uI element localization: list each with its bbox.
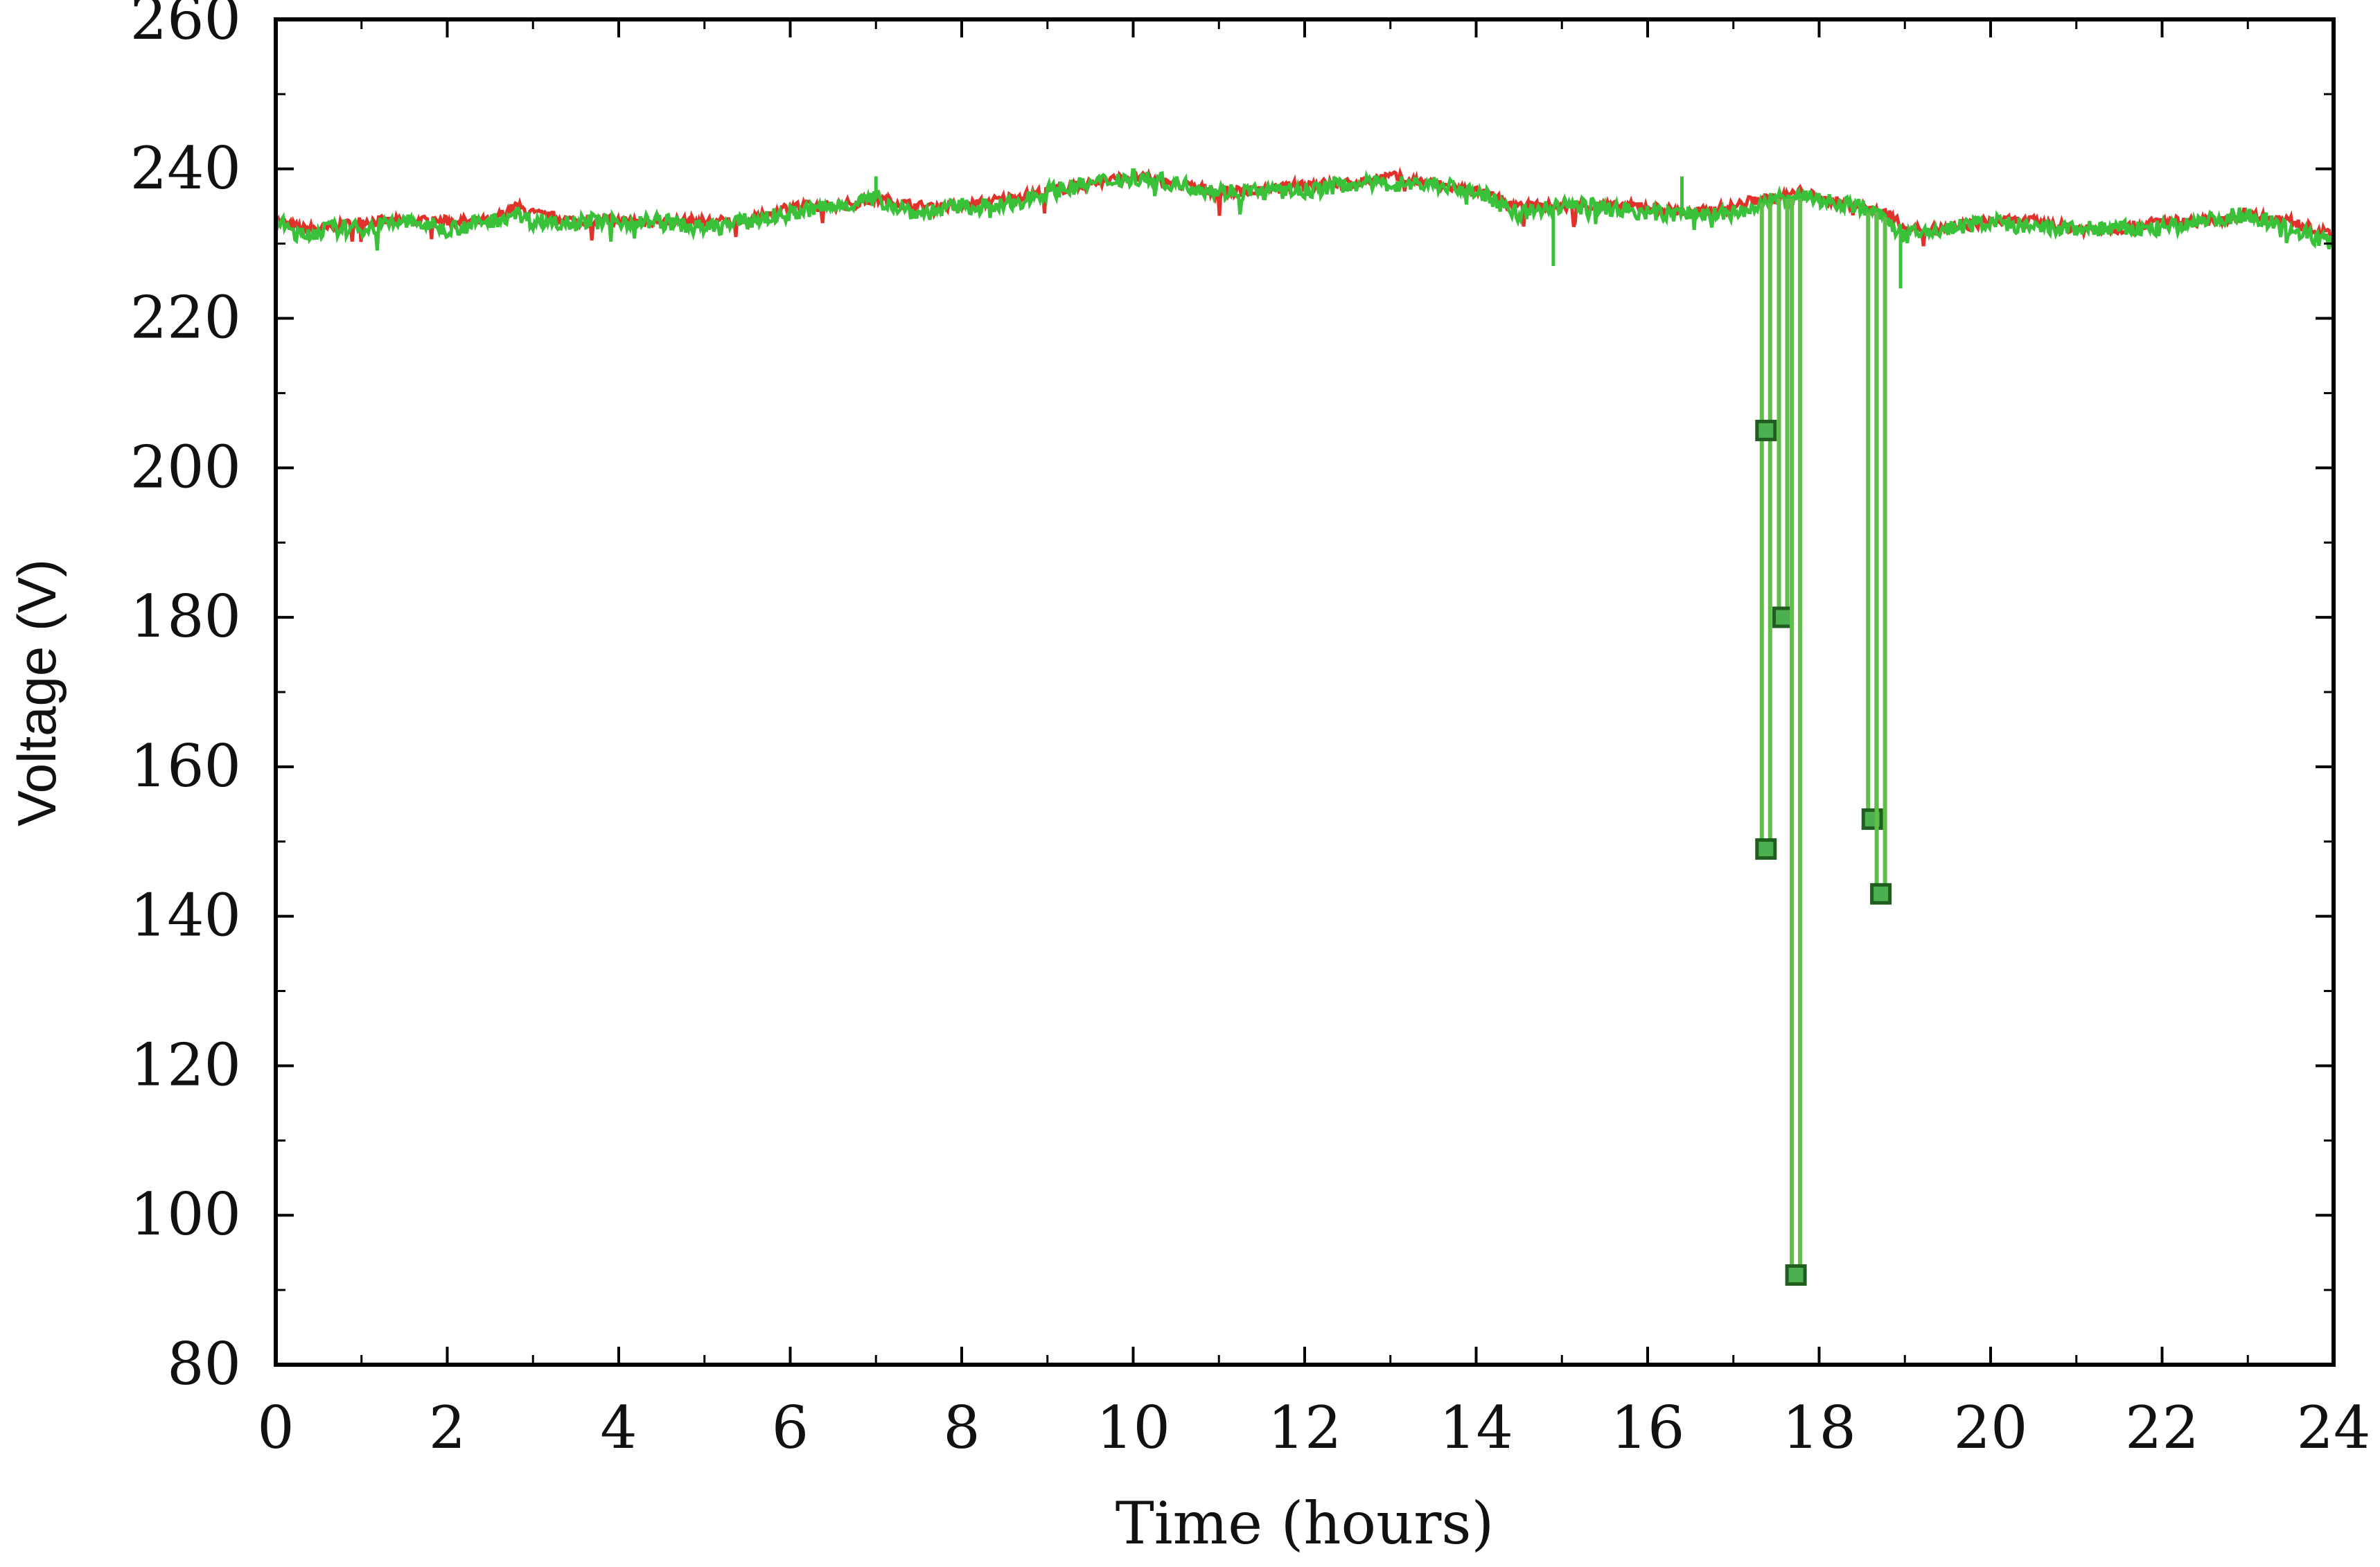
- y-tick-label: 140: [130, 882, 241, 950]
- y-tick-label: 120: [130, 1031, 241, 1099]
- data-layer: [274, 166, 2336, 1286]
- y-tick-labels: 80 100 120 140 160 180 200 220 240 260: [130, 0, 241, 1398]
- x-tick-label: 2: [429, 1394, 466, 1462]
- y-tick-label: 220: [130, 284, 241, 352]
- x-tick-label: 14: [1439, 1394, 1513, 1462]
- x-tick-label: 20: [1954, 1394, 2028, 1462]
- x-tick-label: 0: [257, 1394, 294, 1462]
- dip-marker: [1755, 838, 1777, 860]
- x-tick-label: 22: [2125, 1394, 2199, 1462]
- y-tick-label: 200: [130, 433, 241, 501]
- dip-marker: [1785, 1264, 1807, 1286]
- x-tick-label: 6: [772, 1394, 809, 1462]
- dip-marker: [1755, 419, 1777, 441]
- y-tick-label: 260: [130, 0, 241, 53]
- x-tick-label: 24: [2297, 1394, 2371, 1462]
- dip-marker: [1772, 606, 1795, 628]
- x-tick-labels: 0 2 4 6 8 10 12 14 16 18 20 22 24: [257, 1394, 2370, 1462]
- dip-marker: [1870, 883, 1892, 905]
- y-tick-label: 240: [130, 134, 241, 202]
- x-tick-label: 18: [1782, 1394, 1856, 1462]
- x-tick-label: 12: [1268, 1394, 1342, 1462]
- x-tick-label: 16: [1611, 1394, 1685, 1462]
- axis-ticks: [274, 18, 2335, 1366]
- x-tick-label: 8: [943, 1394, 980, 1462]
- x-axis-title: Time (hours): [1116, 1489, 1495, 1557]
- x-tick-label: 10: [1096, 1394, 1170, 1462]
- y-tick-label: 100: [130, 1180, 241, 1248]
- series-line-green: [274, 168, 2336, 251]
- x-tick-label: 4: [600, 1394, 637, 1462]
- y-axis-title: Voltage (V): [6, 559, 67, 826]
- y-tick-label: 160: [130, 732, 241, 800]
- y-tick-label: 80: [167, 1330, 241, 1398]
- y-tick-label: 180: [130, 583, 241, 650]
